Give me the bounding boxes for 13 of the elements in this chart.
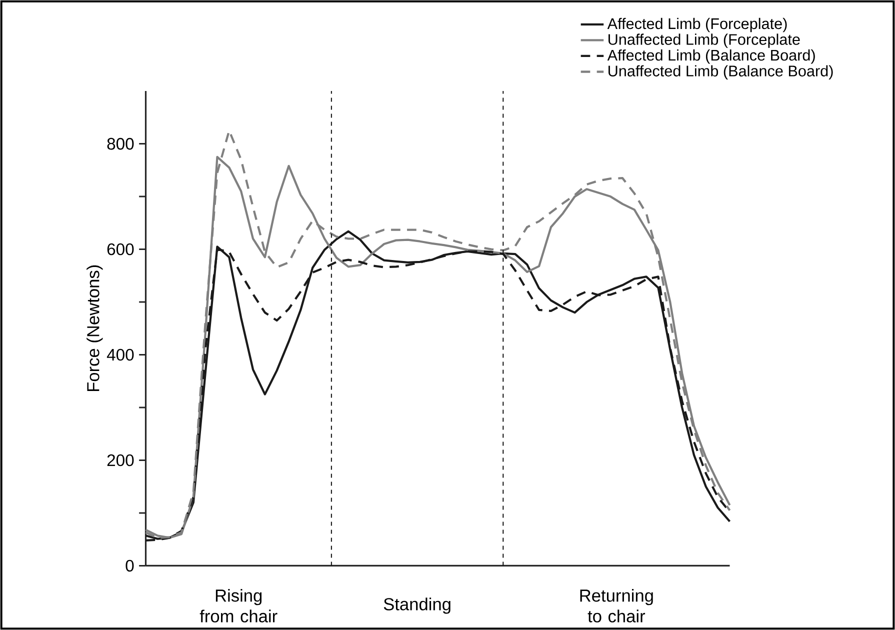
text: Rising from chair: [200, 589, 278, 622]
y-tick-label: 200: [107, 454, 134, 466]
y-tick-label: 600: [107, 243, 134, 256]
legend-label: Unaffected Limb (Balance Board): [608, 65, 833, 80]
legend-label: Unaffected Limb (Forceplate: [608, 34, 800, 48]
legend-label: Affected Limb (Balance Board): [607, 49, 815, 64]
text: Standing: [384, 598, 450, 614]
legend-label: Affected Limb (Forceplate): [607, 18, 787, 32]
text: Returning to chair: [580, 589, 653, 622]
y-tick-label: 400: [106, 348, 134, 361]
y-tick-label: 800: [107, 138, 134, 150]
y-tick-label: 0: [126, 560, 134, 572]
y-axis-title: Force (Newtons): [86, 265, 103, 392]
